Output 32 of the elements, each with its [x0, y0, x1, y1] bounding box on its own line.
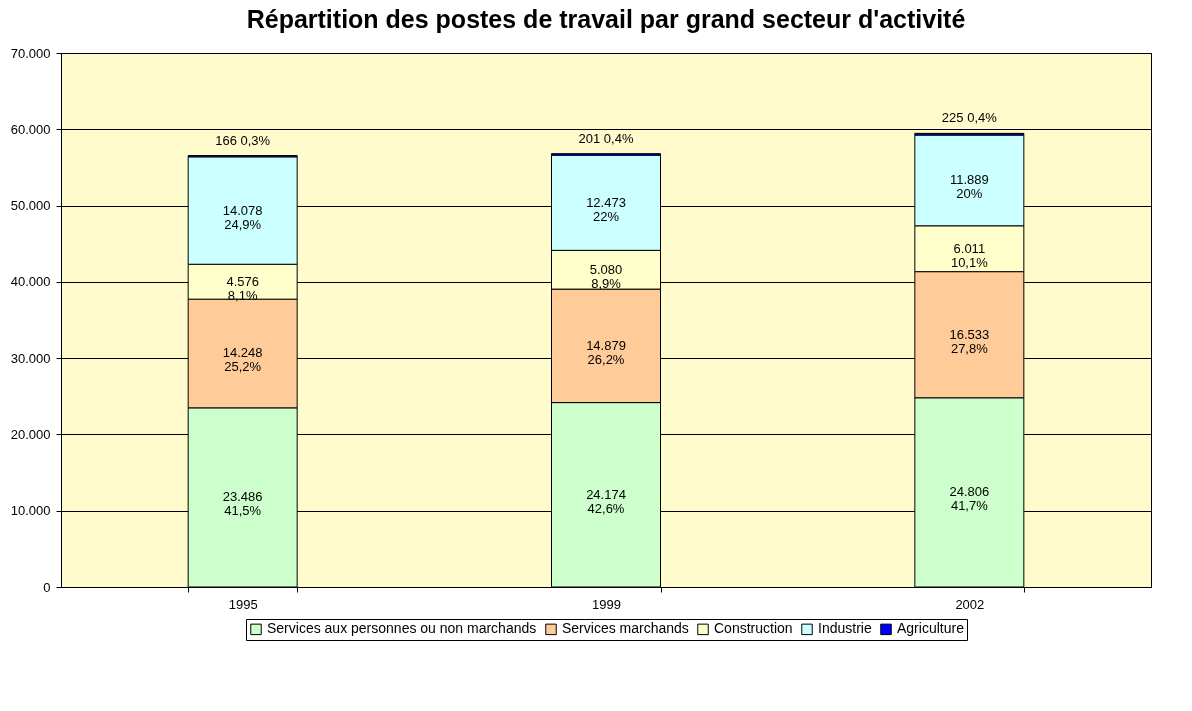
data-label: 14.248 25,2%	[222, 345, 263, 375]
data-label: 225 0,4%	[941, 110, 998, 126]
y-tick-label: 40.000	[10, 274, 51, 290]
data-label: 14.879 26,2%	[586, 337, 626, 367]
data-label: 4.576 8,1%	[226, 273, 259, 303]
data-label: 12.473 22%	[586, 194, 626, 224]
legend-label: Services aux personnes ou non marchands	[267, 620, 537, 637]
y-tick-label: 20.000	[10, 426, 51, 442]
legend-label: Construction	[714, 620, 793, 637]
y-tick-label: 60.000	[10, 121, 51, 137]
data-label: 5.080 8,9%	[589, 261, 623, 291]
x-tick-label: 1999	[592, 596, 621, 612]
data-label: 23.486 41,5%	[222, 489, 263, 519]
x-tick-label: 2002	[955, 596, 985, 612]
chart-title: Répartition des postes de travail par grand secteur d'activité	[246, 5, 966, 33]
y-tick-label: 0	[43, 579, 51, 595]
data-label: 24.174 42,6%	[586, 486, 626, 516]
y-tick-label: 30.000	[10, 350, 51, 366]
data-label: 11.889 20%	[949, 172, 989, 202]
data-label: 201 0,4%	[578, 130, 634, 146]
x-tick-label: 1995	[228, 596, 258, 612]
data-label: 166 0,3%	[215, 132, 271, 148]
y-tick-label: 10.000	[10, 503, 51, 519]
legend-label: Agriculture	[897, 620, 965, 637]
data-label: 24.806 41,7%	[949, 484, 990, 514]
y-tick-label: 50.000	[10, 198, 51, 214]
legend-label: Services marchands	[562, 620, 689, 637]
data-label: 14.078 24,9%	[222, 202, 263, 232]
legend-label: Industrie	[818, 620, 872, 637]
data-label: 16.533 27,8%	[949, 326, 990, 356]
data-label: 6.011 10,1%	[950, 240, 989, 270]
y-tick-label: 70.000	[10, 45, 51, 61]
